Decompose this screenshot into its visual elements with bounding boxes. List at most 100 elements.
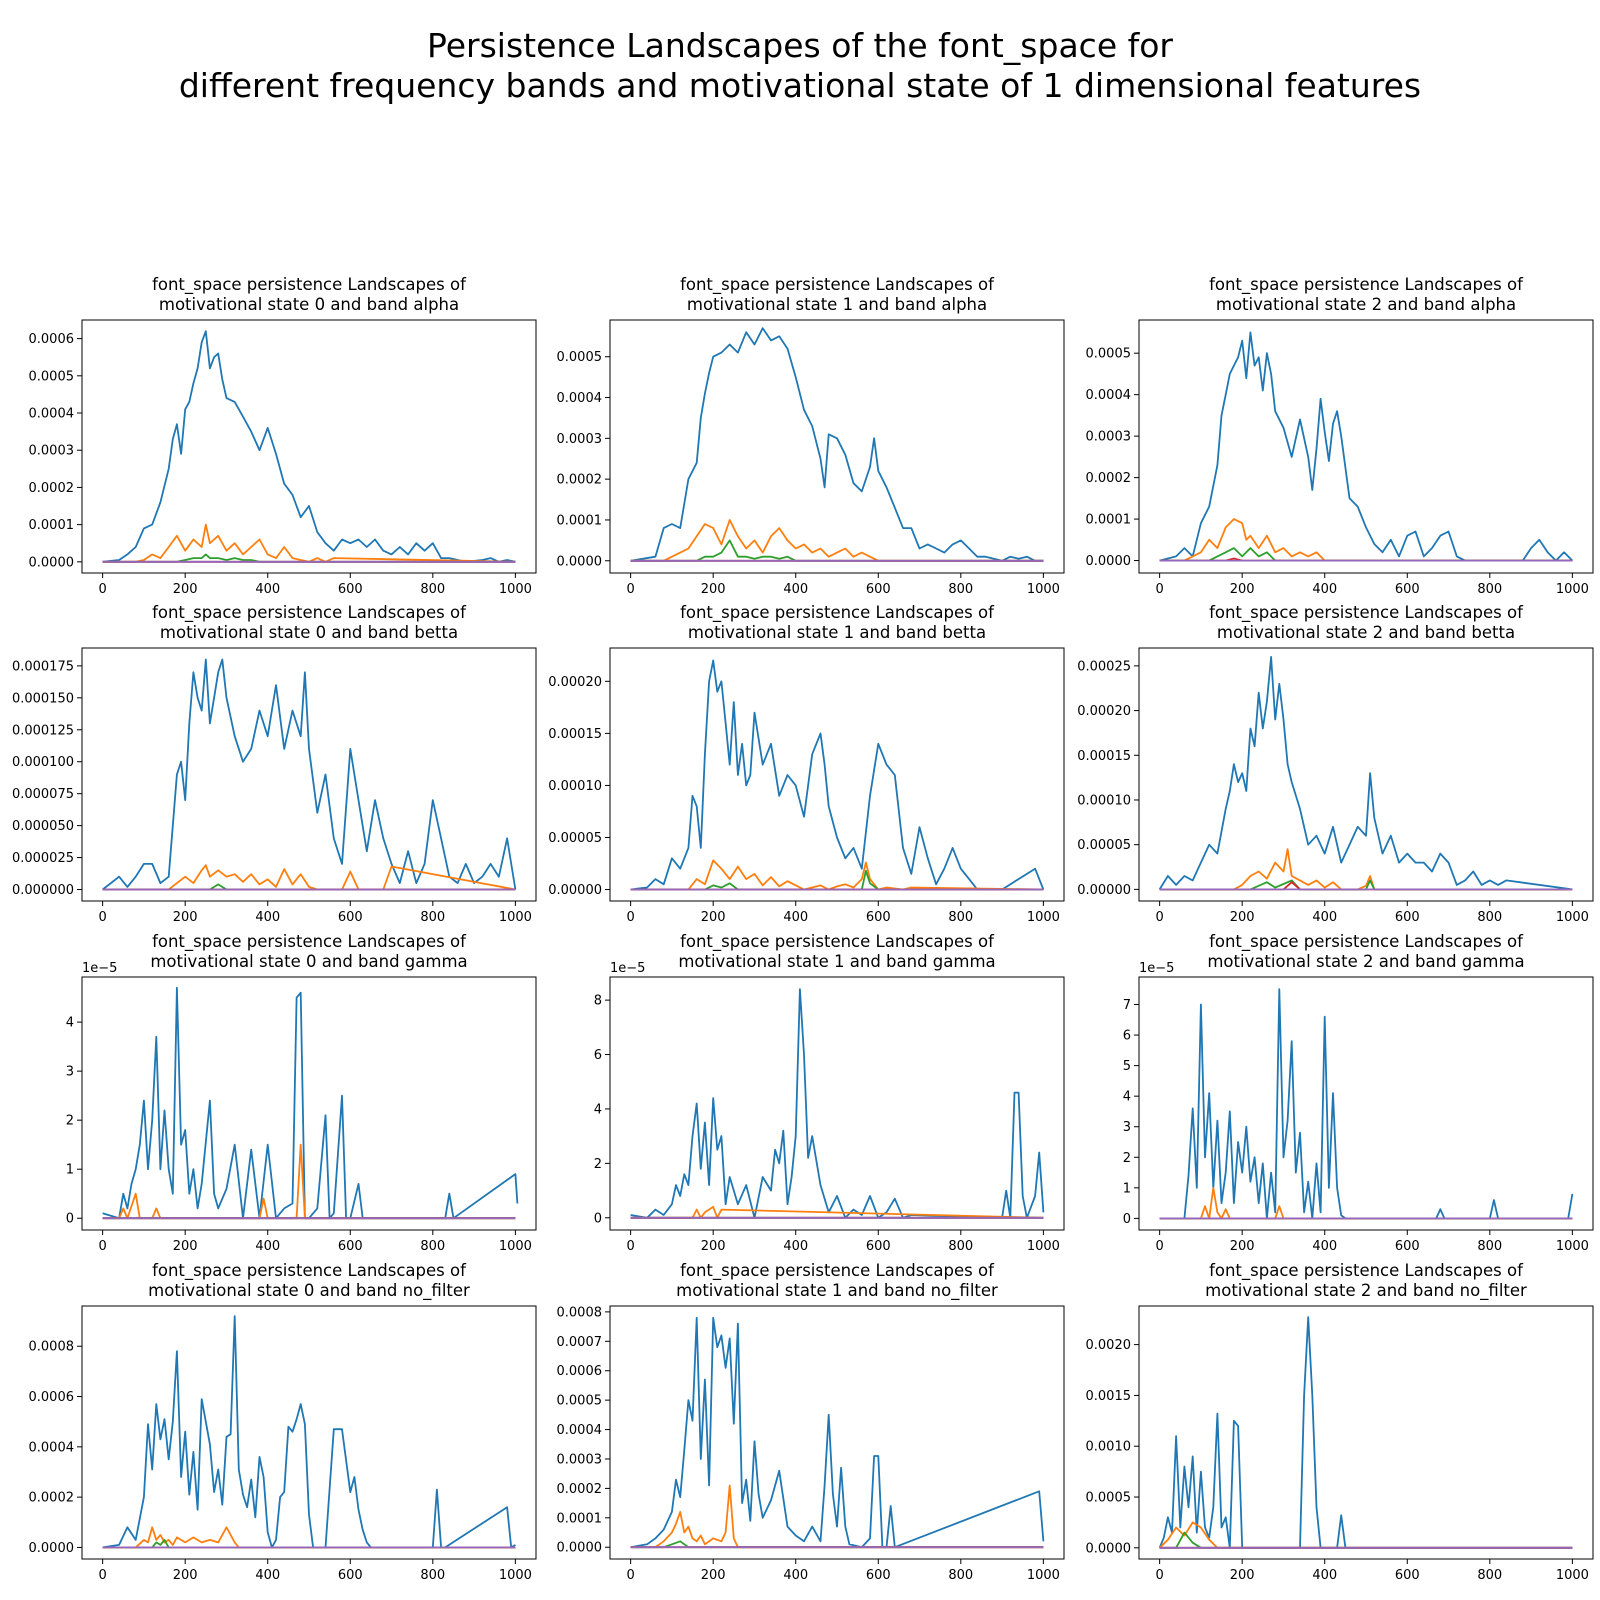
y-tick-label: 4 [594, 1102, 602, 1117]
y-tick-label: 0.0005 [557, 350, 603, 365]
subplot-title-line-1: font_space persistence Landscapes of [1209, 1261, 1524, 1281]
y-tick-label: 0.0001 [557, 1511, 603, 1526]
subplot-title: font_space persistence Landscapes of moti… [1205, 1261, 1527, 1301]
x-tick-label: 800 [948, 910, 973, 925]
subplot-title-line-1: font_space persistence Landscapes of [152, 275, 467, 295]
x-tick-label: 200 [1230, 1568, 1255, 1583]
x-tick-label: 600 [338, 1568, 363, 1583]
x-tick-label: 0 [626, 1568, 634, 1583]
x-tick-label: 800 [420, 1568, 445, 1583]
subplot-3: font_space persistence Landscapes of moti… [12, 603, 537, 925]
y-tick-label: 0.0006 [29, 332, 75, 347]
subplot-title: font_space persistence Landscapes of moti… [150, 932, 467, 971]
series-line-1 [102, 864, 516, 891]
subplot-title-line-2: motivational state 2 and band gamma [1207, 952, 1524, 971]
series-line-1 [1159, 518, 1573, 562]
y-tick-label: 0.00000 [1077, 883, 1131, 898]
y-tick-label: 1 [1123, 1181, 1131, 1196]
y-tick-label: 0.0008 [557, 1305, 603, 1320]
x-tick-label: 1000 [1027, 910, 1060, 925]
x-tick-label: 400 [783, 910, 808, 925]
y-tick-label: 0.000000 [12, 883, 74, 898]
x-tick-label: 800 [948, 582, 973, 597]
series-line-2 [630, 539, 1044, 562]
y-tick-label: 0.0003 [29, 444, 75, 459]
x-tick-label: 400 [783, 1239, 808, 1254]
x-tick-label: 600 [1395, 1239, 1420, 1254]
x-tick-label: 600 [338, 1239, 363, 1254]
subplot-title: font_space persistence Landscapes of moti… [680, 603, 995, 642]
x-tick-label: 200 [173, 582, 198, 597]
y-tick-label: 0.0001 [29, 518, 75, 533]
series-line-1 [1159, 848, 1573, 891]
y-tick-label: 3 [1123, 1120, 1131, 1135]
subplot-title-line-1: font_space persistence Landscapes of [680, 275, 995, 295]
subplot-title: font_space persistence Landscapes of moti… [678, 932, 995, 971]
x-tick-label: 400 [1312, 1568, 1337, 1583]
y-tick-label: 0.00005 [548, 831, 602, 846]
y-tick-label: 4 [66, 1016, 74, 1031]
y-tick-label: 0.0005 [1086, 347, 1132, 362]
x-tick-label: 1000 [499, 1568, 532, 1583]
y-tick-label: 0.0002 [557, 1482, 603, 1497]
axes-frame [1138, 647, 1594, 902]
y-tick-label: 0.00020 [548, 675, 602, 690]
subplot-title: font_space persistence Landscapes of moti… [1209, 275, 1524, 314]
y-tick-label: 0 [594, 1211, 602, 1226]
series-line-1 [102, 523, 516, 563]
subplot-title-line-1: font_space persistence Landscapes of [680, 603, 995, 623]
y-tick-label: 0.0002 [29, 481, 75, 496]
subplot-title: font_space persistence Landscapes of moti… [680, 275, 995, 314]
y-tick-label: 2 [66, 1114, 74, 1129]
series-line-1 [630, 859, 1044, 891]
subplot-title-line-1: font_space persistence Landscapes of [152, 932, 467, 952]
axes-frame [1138, 319, 1594, 574]
x-tick-label: 400 [1312, 910, 1337, 925]
y-tick-label: 0.00000 [548, 883, 602, 898]
y-tick-label: 0.0004 [557, 391, 603, 406]
y-offset-label: 1e−5 [1139, 961, 1174, 976]
x-tick-label: 400 [255, 1239, 280, 1254]
x-tick-label: 800 [948, 1239, 973, 1254]
y-tick-label: 0.0010 [1086, 1440, 1132, 1455]
x-tick-label: 200 [701, 910, 726, 925]
subplot-title-line-1: font_space persistence Landscapes of [680, 932, 995, 952]
series-line-0 [630, 327, 1044, 562]
y-tick-label: 0.0001 [557, 513, 603, 528]
x-tick-label: 0 [1155, 582, 1163, 597]
y-tick-label: 0.0000 [29, 1541, 75, 1556]
y-tick-label: 0 [1123, 1212, 1131, 1227]
x-tick-label: 200 [173, 910, 198, 925]
axes-frame [81, 1305, 537, 1560]
y-tick-label: 0.0005 [557, 1394, 603, 1409]
y-tick-label: 0.0015 [1086, 1389, 1132, 1404]
y-tick-label: 2 [1123, 1151, 1131, 1166]
x-tick-label: 0 [98, 1239, 106, 1254]
x-tick-label: 200 [1230, 582, 1255, 597]
y-tick-label: 0.0004 [557, 1423, 603, 1438]
x-tick-label: 0 [98, 910, 106, 925]
series-line-0 [1159, 331, 1574, 562]
series-line-0 [102, 658, 517, 891]
x-tick-label: 200 [173, 1568, 198, 1583]
y-tick-label: 0.0005 [1086, 1491, 1132, 1506]
x-tick-label: 600 [866, 1239, 891, 1254]
y-tick-label: 0.00010 [1077, 793, 1131, 808]
y-tick-label: 0.00020 [1077, 704, 1131, 719]
y-tick-label: 0.000050 [12, 819, 74, 834]
series-line-2 [1159, 879, 1573, 891]
y-tick-label: 0.000125 [12, 723, 74, 738]
series-line-2 [1159, 547, 1573, 562]
axes-frame [81, 647, 537, 902]
subplot-title-line-2: motivational state 0 and band alpha [159, 295, 459, 314]
y-tick-label: 0.00015 [1077, 749, 1131, 764]
y-tick-label: 0.0006 [29, 1390, 75, 1405]
subplot-5: font_space persistence Landscapes of moti… [1077, 603, 1594, 925]
y-tick-label: 6 [594, 1048, 602, 1063]
x-tick-label: 800 [420, 1239, 445, 1254]
y-tick-label: 0.000150 [12, 691, 74, 706]
x-tick-label: 200 [173, 1239, 198, 1254]
x-tick-label: 200 [701, 1568, 726, 1583]
x-tick-label: 800 [1477, 910, 1502, 925]
subplot-title-line-1: font_space persistence Landscapes of [152, 1261, 467, 1281]
